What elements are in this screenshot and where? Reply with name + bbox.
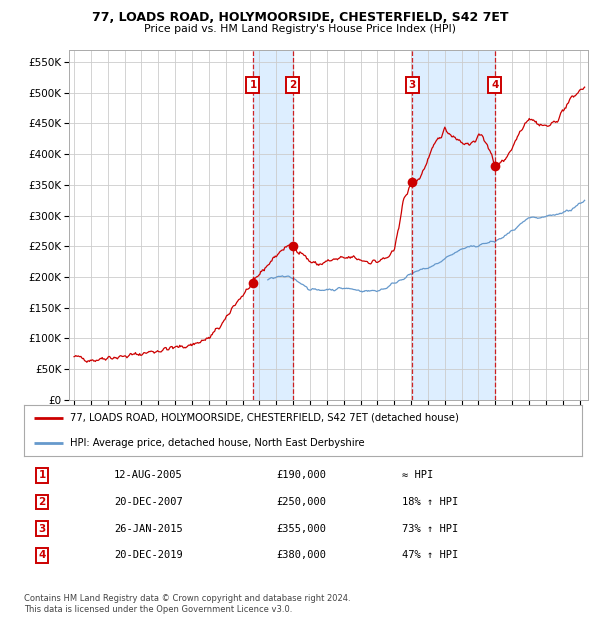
Text: 1: 1 (250, 81, 257, 91)
Text: 4: 4 (38, 550, 46, 560)
Text: Price paid vs. HM Land Registry's House Price Index (HPI): Price paid vs. HM Land Registry's House … (144, 24, 456, 33)
Text: £380,000: £380,000 (276, 550, 326, 560)
Text: 20-DEC-2007: 20-DEC-2007 (114, 497, 183, 507)
Text: 77, LOADS ROAD, HOLYMOORSIDE, CHESTERFIELD, S42 7ET: 77, LOADS ROAD, HOLYMOORSIDE, CHESTERFIE… (92, 11, 508, 24)
Text: ≈ HPI: ≈ HPI (402, 470, 433, 480)
Text: 12-AUG-2005: 12-AUG-2005 (114, 470, 183, 480)
Text: 2: 2 (289, 81, 296, 91)
Text: This data is licensed under the Open Government Licence v3.0.: This data is licensed under the Open Gov… (24, 604, 292, 614)
Text: 47% ↑ HPI: 47% ↑ HPI (402, 550, 458, 560)
Text: 4: 4 (491, 81, 499, 91)
Text: 73% ↑ HPI: 73% ↑ HPI (402, 523, 458, 534)
Text: HPI: Average price, detached house, North East Derbyshire: HPI: Average price, detached house, Nort… (70, 438, 364, 448)
Text: 3: 3 (38, 523, 46, 534)
Bar (412, 50, 495, 400)
Text: £250,000: £250,000 (276, 497, 326, 507)
Text: Contains HM Land Registry data © Crown copyright and database right 2024.: Contains HM Land Registry data © Crown c… (24, 593, 350, 603)
Text: 20-DEC-2019: 20-DEC-2019 (114, 550, 183, 560)
Text: 2: 2 (38, 497, 46, 507)
Text: 1: 1 (38, 470, 46, 480)
Text: 18% ↑ HPI: 18% ↑ HPI (402, 497, 458, 507)
Text: 77, LOADS ROAD, HOLYMOORSIDE, CHESTERFIELD, S42 7ET (detached house): 77, LOADS ROAD, HOLYMOORSIDE, CHESTERFIE… (70, 412, 458, 423)
Bar (253, 50, 293, 400)
Text: 26-JAN-2015: 26-JAN-2015 (114, 523, 183, 534)
Text: £190,000: £190,000 (276, 470, 326, 480)
Text: 3: 3 (409, 81, 416, 91)
Text: £355,000: £355,000 (276, 523, 326, 534)
